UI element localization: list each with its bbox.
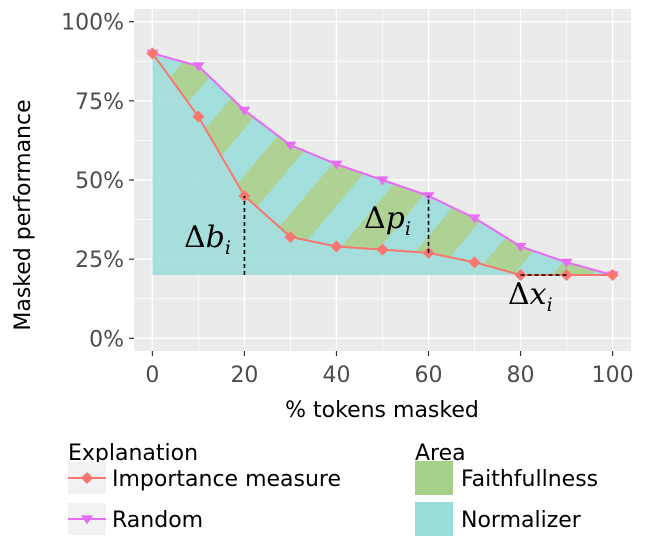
area-faithfullness	[152, 53, 613, 276]
area-normalizer	[152, 53, 613, 276]
annotation-subscript: i	[547, 294, 553, 316]
point-random	[376, 176, 389, 186]
areas	[152, 53, 613, 276]
point-random	[560, 258, 573, 268]
y-tick-label: 25%	[75, 248, 124, 273]
legend-label-random: Random	[112, 508, 203, 533]
y-tick-label: 0%	[89, 327, 124, 352]
point-random	[238, 106, 251, 116]
point-importance-measure	[606, 269, 619, 281]
legend-marker-random	[81, 515, 93, 525]
point-importance-measure	[192, 110, 205, 123]
annotation-delta: Δ	[364, 201, 386, 236]
annotation-label-db: Δbi	[184, 220, 231, 259]
point-random	[514, 242, 527, 252]
point-random	[468, 214, 481, 224]
point-importance-measure	[560, 269, 573, 281]
annotation-delta: Δ	[184, 220, 206, 255]
annotation-label-dx: Δxi	[508, 277, 553, 316]
x-tick-label: 100	[592, 363, 634, 388]
legend-marker-importance-measure	[81, 472, 93, 484]
annotation-letter: p	[386, 201, 405, 236]
x-tick-label: 80	[507, 363, 535, 388]
annotation-subscript: i	[225, 237, 231, 259]
annotation-delta: Δ	[508, 277, 530, 312]
x-tick-label: 60	[415, 363, 443, 388]
annotation-letter: x	[530, 277, 547, 312]
annotation-letter: b	[206, 220, 225, 255]
y-tick-label: 50%	[75, 169, 124, 194]
point-importance-measure	[330, 240, 343, 253]
point-importance-measure	[422, 246, 435, 259]
point-random	[330, 160, 343, 170]
point-random	[284, 141, 297, 151]
legend-title-explanation: Explanation	[68, 441, 198, 466]
annotation-subscript: i	[405, 218, 411, 240]
y-axis-title: Masked performance	[11, 99, 36, 330]
x-tick-label: 20	[230, 363, 258, 388]
point-importance-measure	[146, 47, 159, 60]
x-tick-label: 0	[145, 363, 159, 388]
x-axis-title: % tokens masked	[285, 398, 479, 423]
point-importance-measure	[284, 231, 297, 243]
legend-label-normalizer: Normalizer	[461, 508, 582, 533]
legend: Importance measure Random Faithfullness Nor…	[68, 461, 598, 536]
point-importance-measure	[376, 243, 389, 256]
point-random	[192, 62, 205, 72]
annotation-label-dp: Δpi	[364, 201, 411, 240]
legend-swatch-normalizer	[415, 502, 453, 536]
legend-swatch-faithfullness	[415, 461, 453, 495]
axis-ticks: 0 20 40 60 80 100 0% 25% 50% 75% 100%	[61, 11, 633, 388]
x-tick-label: 40	[322, 363, 350, 388]
y-tick-label: 100%	[61, 11, 124, 36]
point-importance-measure	[468, 256, 481, 269]
legend-label-importance-measure: Importance measure	[112, 467, 341, 492]
legend-label-faithfullness: Faithfullness	[461, 467, 598, 492]
y-tick-label: 75%	[75, 90, 124, 115]
